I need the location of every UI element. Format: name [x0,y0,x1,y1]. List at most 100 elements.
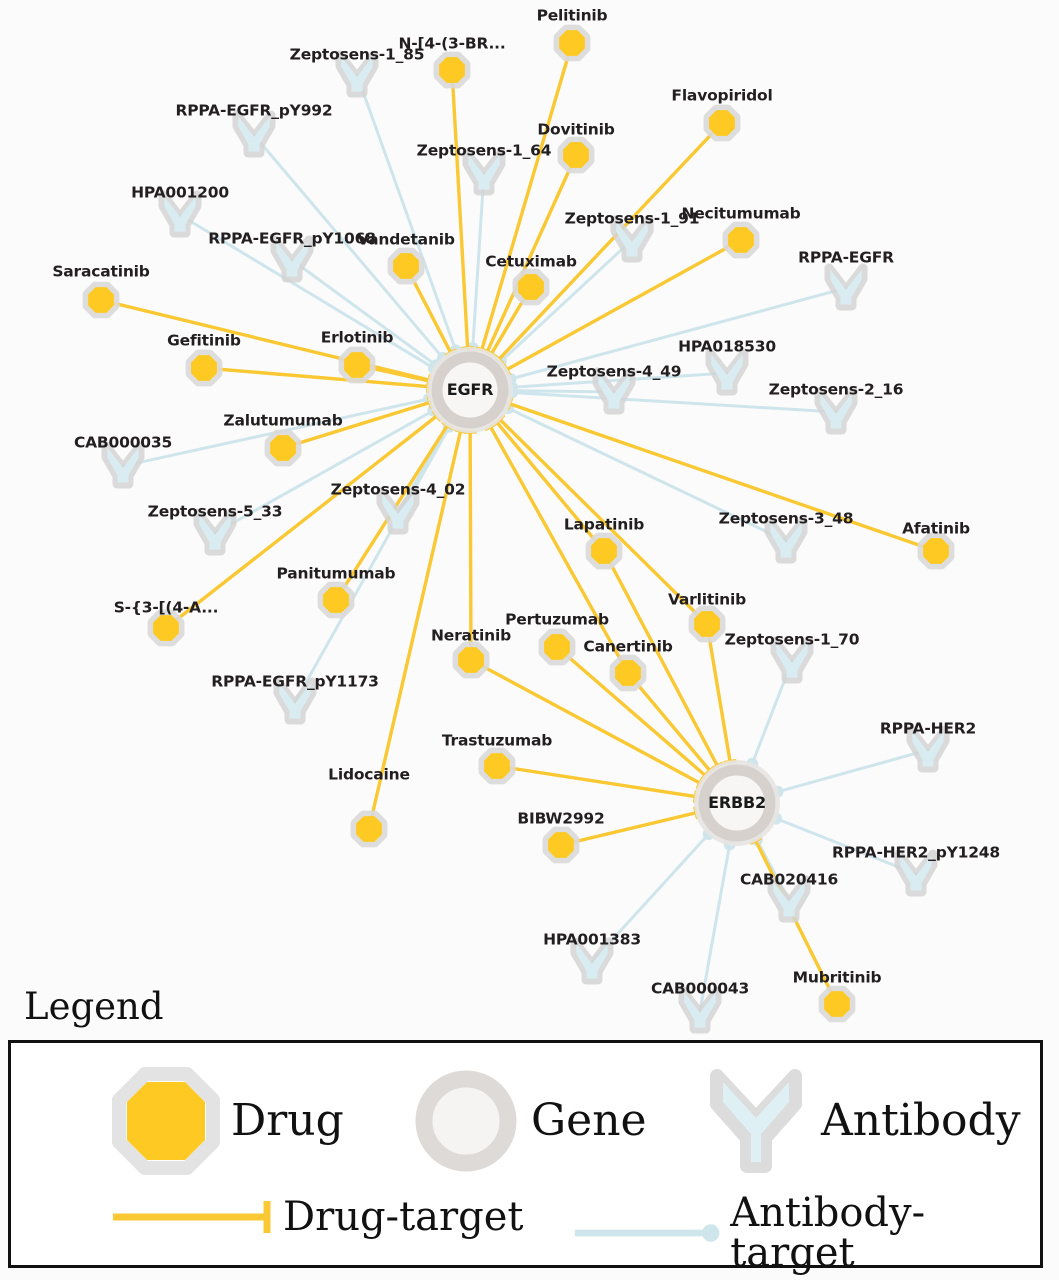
drug-node[interactable] [338,346,376,384]
network-canvas[interactable]: Zeptosens-1_85 RPPA-EGFR_pY992 Zeptosens-1… [0,0,1059,1034]
drug-target-edge[interactable] [495,420,606,553]
antibody-node[interactable] [158,190,202,238]
gene-node[interactable] [694,760,780,846]
antibody-node[interactable] [824,263,868,311]
drug-node[interactable] [585,532,623,570]
drug-node[interactable] [264,429,302,467]
drug-target-edge[interactable] [281,400,432,450]
antibody-node[interactable] [570,937,614,985]
antibody-node[interactable] [270,235,314,283]
drug-node[interactable] [703,104,741,142]
antibody-node[interactable] [770,636,814,684]
drug-node[interactable] [917,532,955,570]
drug-node[interactable] [350,810,388,848]
drug-node[interactable] [317,581,355,619]
drug-target-edge[interactable] [450,68,470,350]
legend-title: Legend [24,985,164,1028]
antibody-label: Zeptosens-5_33 [147,502,283,521]
antibody-node[interactable] [764,516,808,564]
drug-node[interactable] [553,24,591,62]
antibody-target-edge[interactable] [355,73,458,352]
antibody-node[interactable] [678,986,722,1034]
antibody-target-edge[interactable] [775,748,930,794]
drug-label: Lidocaine [328,765,410,784]
drug-node[interactable] [478,747,516,785]
drug-target-edge[interactable] [559,811,698,847]
antibody-target-edge[interactable] [774,816,918,876]
drug-target-edge[interactable] [498,417,709,626]
drug-node[interactable] [542,826,580,864]
drug-target-edge[interactable] [705,622,732,764]
drug-node[interactable] [722,221,760,259]
antibody-target-edge[interactable] [471,171,486,350]
antibody-target-edge[interactable] [290,258,438,367]
drug-label: Vandetanib [357,230,455,249]
drug-label: Cetuximab [485,252,577,271]
legend-label-drug: Drug [231,1095,344,1146]
drug-target-edge[interactable] [468,430,473,662]
drug-node[interactable] [452,641,490,679]
antibody-target-edge[interactable] [510,391,838,414]
drug-target-edge[interactable] [164,414,439,630]
drug-node[interactable] [557,136,595,174]
antibody-target-edge[interactable] [499,238,634,363]
antibody-node[interactable] [906,725,950,773]
drug-node[interactable] [512,268,550,306]
drug-target-edge[interactable] [485,153,578,354]
antibody-node[interactable] [101,441,145,489]
drug-node[interactable] [609,654,647,692]
drug-target-edge[interactable] [497,121,724,362]
drug-target-edge[interactable] [754,838,839,1006]
antibody-target-edge[interactable] [178,213,436,370]
antibody-node[interactable] [610,215,654,263]
drug-node[interactable] [688,605,726,643]
drug-target-edge[interactable] [602,549,720,768]
drug-node[interactable] [538,628,576,666]
antibody-node[interactable] [705,348,749,396]
drug-target-edge[interactable] [495,764,698,799]
antibody-node[interactable] [273,677,317,725]
antibody-node[interactable] [232,110,276,158]
antibody-label: RPPA-EGFR [798,248,894,267]
drug-target-edge[interactable] [202,366,430,389]
drug-target-edge[interactable] [555,645,707,778]
gene-node[interactable] [427,347,513,433]
drug-label: Necitumumab [681,204,801,223]
drug-target-edge[interactable] [505,238,743,372]
antibody-target-edge[interactable] [293,425,451,704]
drug-target-edge[interactable] [626,671,712,773]
antibody-target-edge[interactable] [252,133,445,360]
drug-node[interactable] [433,51,471,89]
legend: Legend Drug Gene [0,985,1059,1280]
antibody-node[interactable] [462,148,506,196]
drug-target-edge[interactable] [507,402,938,553]
antibody-target-edge[interactable] [506,406,788,543]
drug-target-edge[interactable] [469,658,702,785]
antibody-glyph [576,943,608,979]
drug-halo [338,346,376,384]
antibody-node[interactable] [335,50,379,98]
antibody-node[interactable] [376,487,420,535]
antibody-node[interactable] [767,875,811,923]
drug-glyph [458,647,484,673]
antibody-target-edge[interactable] [509,286,848,381]
drug-target-edge[interactable] [367,429,463,831]
antibody-target-edge[interactable] [213,409,435,535]
drug-node[interactable] [147,609,185,647]
drug-label: Mubritinib [792,968,882,987]
drug-halo [264,429,302,467]
antibody-glyph [468,154,500,190]
antibody-target-edge[interactable] [698,842,732,1013]
drug-node[interactable] [818,985,856,1023]
drug-target-edge[interactable] [480,41,574,352]
antibody-node[interactable] [592,367,636,415]
antibody-node[interactable] [193,508,237,556]
drug-target-edge[interactable] [488,424,630,675]
drug-node[interactable] [185,349,223,387]
drug-node[interactable] [82,281,120,319]
antibody-label: Zeptosens-1_85 [289,45,425,64]
antibody-label: Zeptosens-3_48 [718,509,854,528]
antibody-node[interactable] [814,387,858,435]
antibody-node[interactable] [894,849,938,897]
drug-node[interactable] [387,247,425,285]
